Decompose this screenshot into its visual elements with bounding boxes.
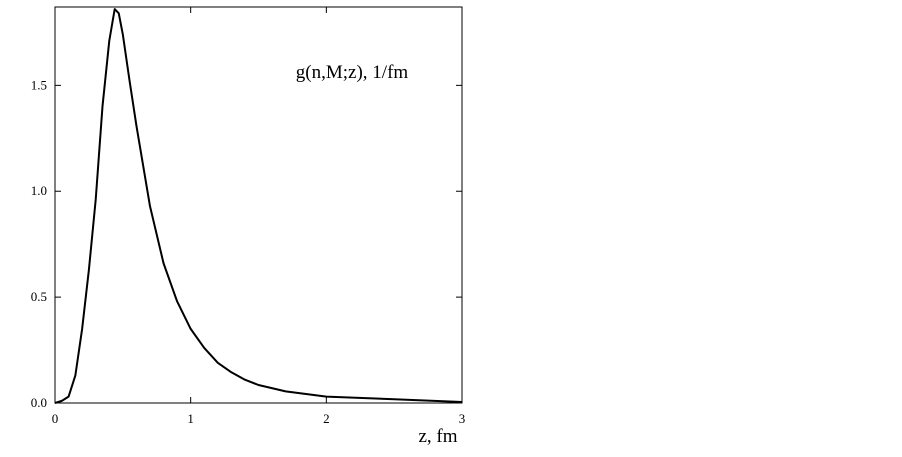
x-tick-label: 0 — [52, 411, 59, 426]
annotation: g(n,M;z), 1/fm — [296, 62, 409, 83]
y-tick-label: 1.5 — [31, 77, 47, 92]
x-tick-label: 1 — [187, 411, 194, 426]
x-axis-label: z, fm — [418, 426, 457, 447]
plot-frame — [54, 6, 463, 404]
data-line — [54, 8, 463, 404]
y-tick-label: 0.0 — [31, 395, 47, 410]
x-tick-label: 3 — [459, 411, 466, 426]
y-tick-label: 1.0 — [31, 183, 47, 198]
y-tick-label: 0.5 — [31, 289, 47, 304]
x-tick-label: 2 — [323, 411, 330, 426]
